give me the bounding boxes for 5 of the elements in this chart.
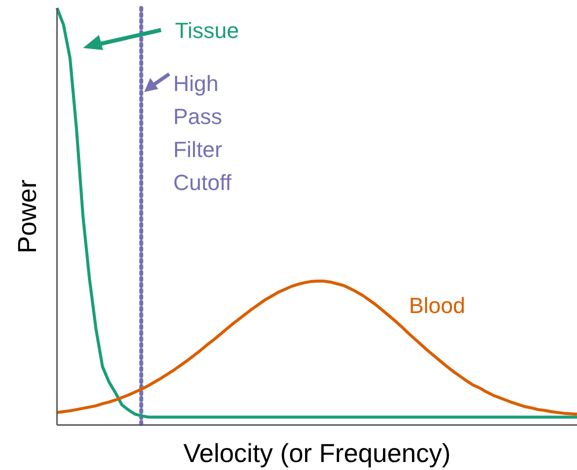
annotation: High Pass Filter Cutoff [173,71,232,195]
y-axis-title: Power [12,179,42,254]
series-label: Blood [409,293,466,318]
legend-label: Tissue [175,18,239,43]
x-axis-title: Velocity (or Frequency) [183,438,451,468]
